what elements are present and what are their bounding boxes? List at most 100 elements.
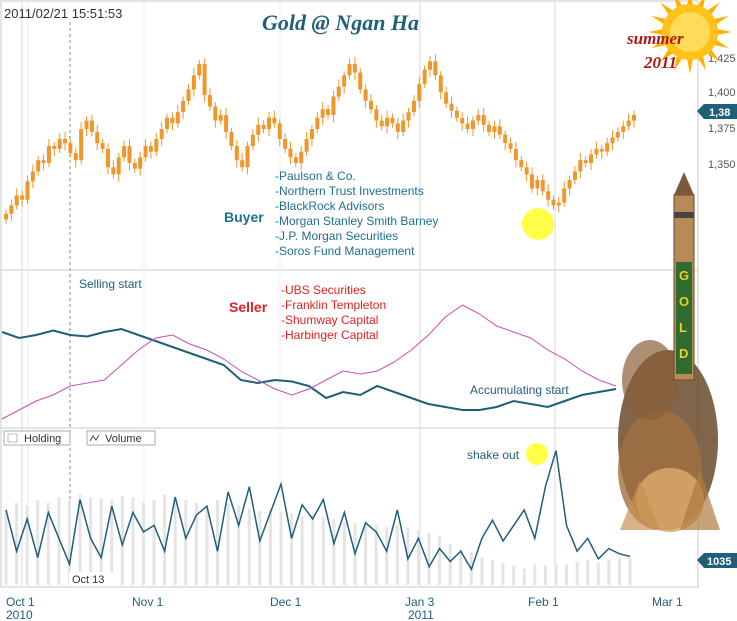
holding-bar <box>596 563 600 585</box>
volume-icon <box>89 434 100 442</box>
candle-body <box>229 131 234 147</box>
holding-bar <box>385 527 389 585</box>
holding-bar <box>163 494 167 585</box>
flow-series-line <box>1 327 617 411</box>
candle-body <box>556 202 561 206</box>
candle-body <box>385 117 390 127</box>
candle-body <box>374 109 379 121</box>
candle-body <box>567 179 572 189</box>
candle-body <box>240 160 245 168</box>
y-tick-1350: 1,350 <box>708 159 736 171</box>
candle-body <box>336 86 341 97</box>
badge-year: 2011 <box>643 53 677 72</box>
holding-bar <box>321 516 325 585</box>
candle-body <box>148 146 153 152</box>
legend-holding[interactable]: Holding <box>3 430 71 446</box>
x-year-2010: 2010 <box>6 608 33 621</box>
holding-bar <box>491 560 495 585</box>
candle-body <box>390 117 395 124</box>
candle-body <box>352 64 357 73</box>
candle-body <box>395 123 400 132</box>
candle-body <box>487 124 492 132</box>
candle-body <box>476 114 481 121</box>
holding-bar <box>110 500 114 585</box>
candle-body <box>508 143 513 149</box>
holding-bar <box>247 508 251 585</box>
candle-body <box>132 163 137 169</box>
holding-bar <box>364 521 368 585</box>
volume-value-marker <box>697 553 737 568</box>
sun-ray <box>651 39 668 49</box>
candle-body <box>470 120 475 130</box>
candle-body <box>572 171 577 180</box>
candle-body <box>256 124 261 135</box>
candle-body <box>578 160 583 172</box>
x-tick-nov: Nov 1 <box>132 595 164 609</box>
candle-body <box>175 112 180 124</box>
candle-body <box>84 120 89 130</box>
candle-body <box>551 199 556 206</box>
seller-item: -Harbinger Capital <box>281 328 378 342</box>
holding-bar <box>4 509 8 585</box>
legend-volume[interactable]: Volume <box>86 430 156 446</box>
candle-body <box>79 129 84 161</box>
candle-body <box>331 96 336 115</box>
holding-bar <box>194 502 198 585</box>
buyer-item: -BlackRock Advisors <box>275 199 384 213</box>
sun-ray <box>715 28 732 36</box>
holding-bar <box>120 495 124 585</box>
holding-bar <box>533 564 537 585</box>
volume-value-label: 1035 <box>707 556 731 568</box>
volume-line <box>5 450 631 572</box>
holding-bar <box>332 519 336 585</box>
candle-body <box>138 157 143 169</box>
sun-ray <box>673 54 683 71</box>
candle-body <box>95 131 100 144</box>
candle-body <box>358 72 363 90</box>
candle-body <box>127 146 132 163</box>
holding-bar <box>543 565 547 585</box>
last-price-label: 1,38 <box>709 107 730 119</box>
buyer-title: Buyer <box>224 209 264 225</box>
seller-title: Seller <box>229 299 268 315</box>
candle-body <box>224 114 229 132</box>
candle-body <box>513 148 518 161</box>
holding-bar <box>15 502 19 585</box>
flow-series-line <box>1 304 617 420</box>
buyer-item: -Northern Trust Investments <box>275 184 424 198</box>
candle-body <box>562 188 567 203</box>
shakeout-highlight <box>526 443 548 465</box>
candle-body <box>401 120 406 132</box>
candle-body <box>30 171 35 182</box>
candle-body <box>315 117 320 130</box>
buyer-item: -Soros Fund Management <box>275 244 415 258</box>
candle-body <box>261 124 266 130</box>
candle-body <box>422 69 427 84</box>
candle-body <box>52 146 57 149</box>
candle-body <box>191 75 196 90</box>
holding-bar <box>258 511 262 585</box>
holding-bar <box>152 500 156 585</box>
candle-body <box>621 126 626 132</box>
candle-body <box>428 61 433 70</box>
candle-body <box>460 117 465 124</box>
candle-body <box>277 123 282 139</box>
candle-body <box>540 179 545 192</box>
holding-bar <box>279 512 283 585</box>
candle-body <box>299 151 304 163</box>
candle-body <box>519 160 524 168</box>
holding-bar <box>395 524 399 585</box>
holding-bar <box>416 530 420 585</box>
buyer-item: -Paulson & Co. <box>275 169 356 183</box>
candle-body <box>610 137 615 144</box>
holding-bar <box>311 513 315 585</box>
holding-bar <box>438 535 442 585</box>
candle-body <box>368 100 373 110</box>
holding-bar <box>628 557 632 585</box>
holding-bar <box>237 505 241 585</box>
seller-item: -UBS Securities <box>281 283 366 297</box>
holding-bar <box>131 497 135 585</box>
candle-body <box>454 110 459 118</box>
candle-body <box>218 114 223 121</box>
holding-bar <box>290 513 294 585</box>
